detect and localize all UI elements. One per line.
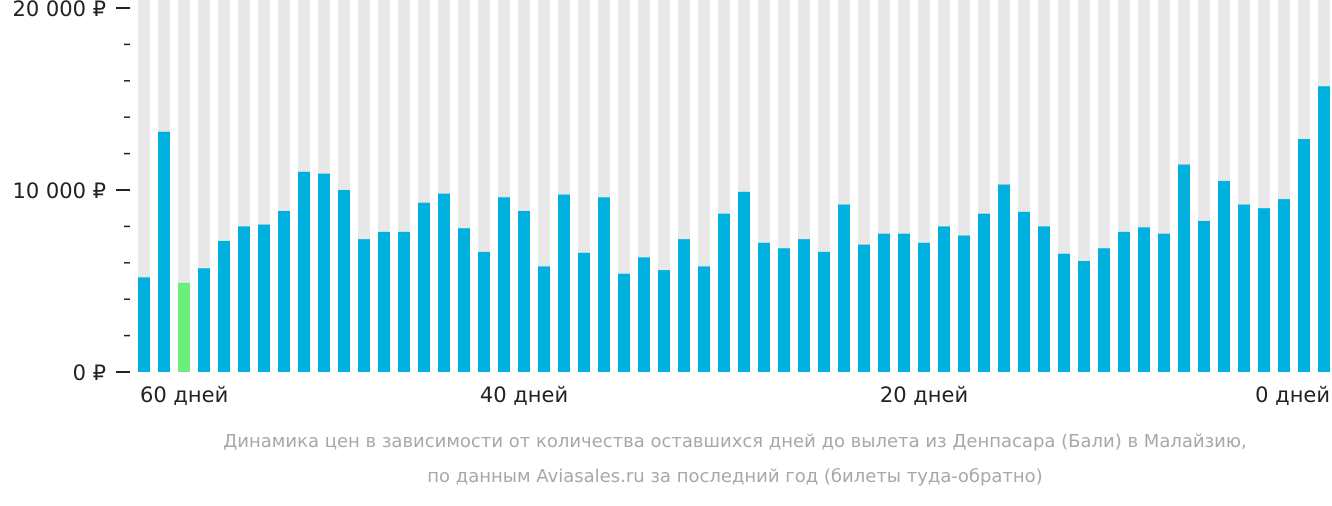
bar bbox=[618, 273, 630, 372]
bar bbox=[558, 194, 570, 372]
y-tick-label: 10 000 ₽ bbox=[12, 179, 106, 203]
bar bbox=[1058, 253, 1070, 372]
bar bbox=[1138, 227, 1150, 372]
bar bbox=[698, 266, 710, 372]
caption: Динамика цен в зависимости от количества… bbox=[223, 431, 1247, 452]
bar bbox=[518, 210, 530, 372]
bar bbox=[598, 197, 610, 372]
bar bbox=[638, 257, 650, 372]
bar bbox=[738, 191, 750, 372]
bar bbox=[858, 244, 870, 372]
bar bbox=[578, 252, 590, 372]
bar bbox=[498, 197, 510, 372]
bar bbox=[1078, 260, 1090, 372]
x-tick-label: 0 дней bbox=[1255, 383, 1330, 407]
bar bbox=[1278, 199, 1290, 372]
bar bbox=[1118, 231, 1130, 372]
bar bbox=[658, 270, 670, 372]
bar bbox=[818, 251, 830, 372]
bar bbox=[1218, 180, 1230, 372]
bar bbox=[538, 266, 550, 372]
bar bbox=[478, 251, 490, 372]
bar bbox=[878, 233, 890, 372]
caption: по данным Aviasales.ru за последний год … bbox=[427, 466, 1042, 487]
bar bbox=[218, 240, 230, 372]
bar bbox=[1098, 248, 1110, 372]
x-tick-label: 60 дней bbox=[140, 383, 228, 407]
bar bbox=[158, 131, 170, 372]
bar bbox=[1298, 139, 1310, 372]
bar bbox=[678, 239, 690, 372]
x-tick-label: 40 дней bbox=[480, 383, 568, 407]
bar bbox=[358, 239, 370, 372]
bar bbox=[1238, 204, 1250, 372]
bar bbox=[898, 233, 910, 372]
bar bbox=[918, 242, 930, 372]
bar bbox=[138, 277, 150, 372]
bar bbox=[1198, 220, 1210, 372]
x-tick-label: 20 дней bbox=[880, 383, 968, 407]
y-tick-label: 0 ₽ bbox=[73, 361, 106, 385]
bar bbox=[198, 268, 210, 372]
bar bbox=[398, 231, 410, 372]
bar bbox=[1178, 164, 1190, 372]
bar bbox=[418, 202, 430, 372]
bar bbox=[998, 184, 1010, 372]
bar bbox=[238, 226, 250, 372]
y-tick-label: 20 000 ₽ bbox=[12, 0, 106, 21]
bar bbox=[178, 282, 190, 372]
bar bbox=[1018, 211, 1030, 372]
bar bbox=[1158, 233, 1170, 372]
column-bg bbox=[178, 0, 190, 372]
bar bbox=[1038, 226, 1050, 372]
bar bbox=[1258, 208, 1270, 372]
bar bbox=[778, 248, 790, 372]
bar bbox=[798, 239, 810, 372]
bar bbox=[838, 204, 850, 372]
bar bbox=[718, 213, 730, 372]
bar bbox=[378, 231, 390, 372]
bar bbox=[258, 224, 270, 372]
bar bbox=[958, 235, 970, 372]
bar bbox=[438, 193, 450, 372]
bar bbox=[318, 173, 330, 372]
bar bbox=[1318, 86, 1330, 372]
bar bbox=[458, 228, 470, 372]
bar bbox=[938, 226, 950, 372]
bar bbox=[278, 210, 290, 372]
bar bbox=[338, 190, 350, 372]
bar bbox=[978, 213, 990, 372]
bar bbox=[298, 171, 310, 372]
bar bbox=[758, 242, 770, 372]
